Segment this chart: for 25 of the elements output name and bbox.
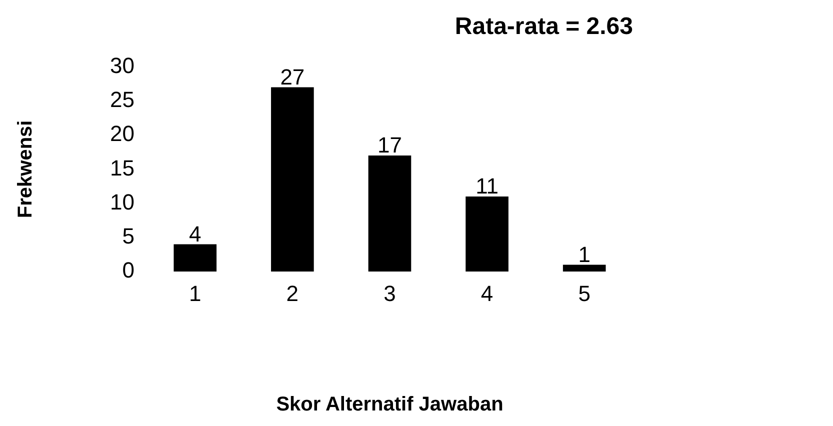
- x-tick-label: 2: [286, 280, 299, 306]
- bar: [466, 196, 508, 272]
- bar: [174, 244, 217, 272]
- bar: [271, 87, 314, 272]
- data-label: 1: [578, 242, 590, 267]
- y-tick-label: 5: [122, 224, 134, 249]
- data-label: 11: [476, 174, 498, 199]
- y-axis-title: Frekwensi: [14, 120, 37, 218]
- y-tick-label: 30: [110, 52, 134, 78]
- x-tick-label: 5: [578, 280, 590, 306]
- bar: [562, 264, 606, 272]
- bar: [368, 156, 412, 272]
- y-tick-label: 20: [110, 121, 134, 146]
- x-tick-label: 1: [189, 280, 202, 306]
- x-tick-label: 3: [384, 280, 396, 306]
- data-label: 27: [280, 64, 305, 90]
- y-tick-label: 15: [110, 155, 134, 180]
- data-label: 17: [377, 132, 402, 158]
- chart-title: Rata-rata = 2.63: [454, 13, 633, 40]
- y-tick-label: 0: [122, 258, 134, 283]
- y-tick-label: 10: [110, 189, 134, 214]
- x-axis-title: Skor Alternatif Jawaban: [276, 394, 504, 416]
- y-tick-label: 25: [110, 86, 134, 112]
- x-tick-label: 4: [480, 280, 494, 306]
- data-label: 4: [189, 221, 202, 246]
